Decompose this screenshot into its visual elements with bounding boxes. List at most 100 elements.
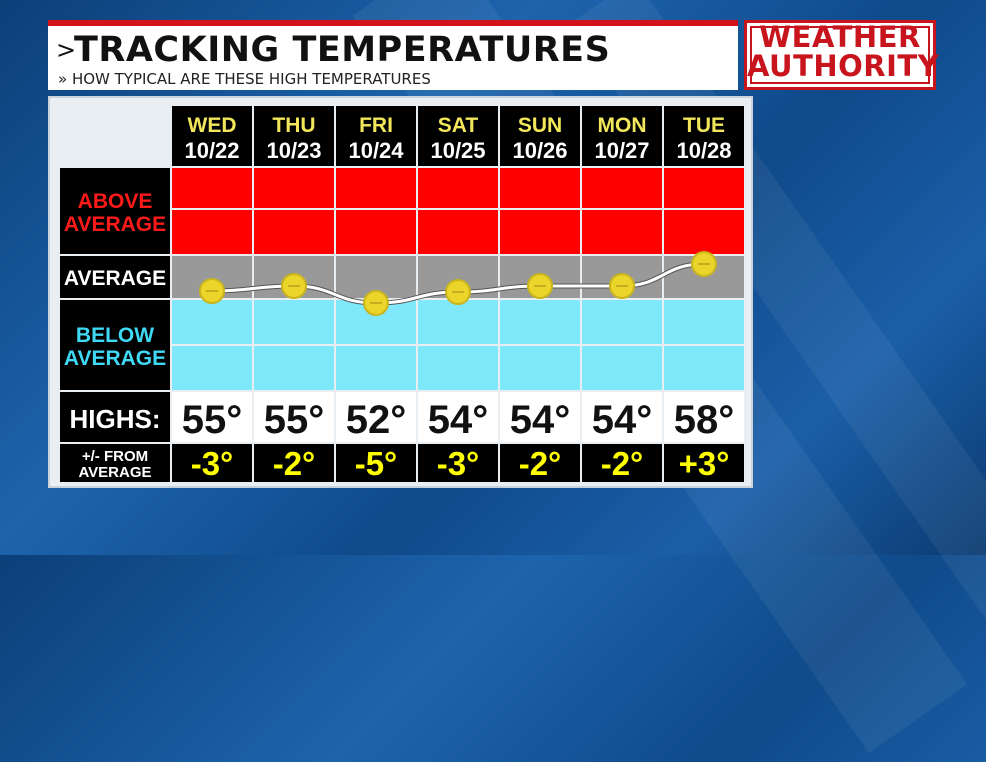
departure-value: -3° [191,445,234,482]
day-name: SAT [438,114,479,137]
above-average-label: AVERAGE [64,213,166,236]
high-value-cell [172,392,252,442]
title-caret-icon: > [56,36,77,64]
high-temperature-value: 55° [182,398,243,442]
logo-border [750,26,930,84]
band-cell [172,168,252,208]
band-cell [254,346,334,390]
highs-label-cell [60,392,170,442]
band-cell [336,210,416,254]
band-cell [500,210,580,254]
above-average-label: ABOVE [78,190,153,213]
day-name: SUN [518,114,562,137]
temperature-chart: ABOVEAVERAGEAVERAGEBELOWAVERAGEHIGHS:+/-… [60,106,744,482]
high-temperature-value: 52° [346,398,407,442]
day-date: 10/28 [676,138,731,163]
header-corner [60,106,170,166]
band-cell [418,210,498,254]
title-bar: > TRACKING TEMPERATURES » HOW TYPICAL AR… [48,20,738,90]
high-value-cell [664,392,744,442]
band-cell [582,346,662,390]
band-cell [418,168,498,208]
departure-value-cell [254,444,334,482]
highs-label: HIGHS: [70,404,161,434]
departure-value-cell [500,444,580,482]
band-cell [172,300,252,344]
temperature-chart-panel: ABOVE AVERAGE AVERAGE BELOW AVERAGE HIGHS: +/-… [48,96,753,488]
band-cell [336,168,416,208]
above-label-cell [60,168,170,254]
weather-authority-logo: WEATHER AUTHORITY [744,20,940,90]
high-value-cell [254,392,334,442]
day-header-cell [500,106,580,166]
high-temperature-value: 54° [510,398,571,442]
day-date: 10/25 [430,138,485,163]
band-cell [418,346,498,390]
departure-value: -2° [273,445,316,482]
logo-line-2: AUTHORITY [747,49,940,83]
departure-value-cell [582,444,662,482]
departure-value: +3° [679,445,730,482]
departure-value: -5° [355,445,398,482]
departure-label: AVERAGE [78,464,151,481]
band-cell [418,300,498,344]
band-cell [582,300,662,344]
high-temperature-value: 54° [592,398,653,442]
high-value-cell [500,392,580,442]
day-header-cell [254,106,334,166]
below-average-label: BELOW [76,324,154,347]
band-cell [664,300,744,344]
departure-value-cell [172,444,252,482]
departure-value: -2° [601,445,644,482]
day-header-cell [582,106,662,166]
day-name: FRI [359,114,393,137]
band-cell [664,168,744,208]
departure-label-cell [60,444,170,482]
high-temperature-value: 58° [674,398,735,442]
day-name: THU [272,114,315,137]
departure-value: -2° [519,445,562,482]
day-header-cell [336,106,416,166]
band-cell [500,300,580,344]
day-date: 10/23 [266,138,321,163]
band-cell [254,300,334,344]
departure-value: -3° [437,445,480,482]
day-name: TUE [683,114,725,137]
average-label-cell [60,256,170,298]
day-header-cell [418,106,498,166]
day-header-cell [664,106,744,166]
below-average-label: AVERAGE [64,347,166,370]
departure-value-cell [664,444,744,482]
day-name: WED [188,114,237,137]
band-cell [254,210,334,254]
high-temperature-value: 55° [264,398,325,442]
page-subtitle: » HOW TYPICAL ARE THESE HIGH TEMPERATURE… [58,70,431,88]
high-value-cell [582,392,662,442]
high-value-cell [336,392,416,442]
band-cell [664,346,744,390]
day-date: 10/24 [348,138,404,163]
band-cell [664,210,744,254]
band-cell [172,210,252,254]
below-label-cell [60,300,170,390]
departure-label: +/- FROM [82,448,148,465]
band-cell [582,168,662,208]
band-cell [500,168,580,208]
day-name: MON [598,114,647,137]
average-label: AVERAGE [64,267,166,290]
band-cell [500,346,580,390]
band-cell [254,168,334,208]
high-value-cell [418,392,498,442]
logo-line-1: WEATHER [759,20,921,54]
high-temperature-value: 54° [428,398,489,442]
page-title: TRACKING TEMPERATURES [74,30,611,70]
day-date: 10/27 [594,138,649,163]
departure-value-cell [418,444,498,482]
day-date: 10/22 [184,138,239,163]
day-date: 10/26 [512,138,567,163]
band-cell [582,210,662,254]
departure-value-cell [336,444,416,482]
band-cell [172,346,252,390]
band-cell [336,346,416,390]
day-header-cell [172,106,252,166]
